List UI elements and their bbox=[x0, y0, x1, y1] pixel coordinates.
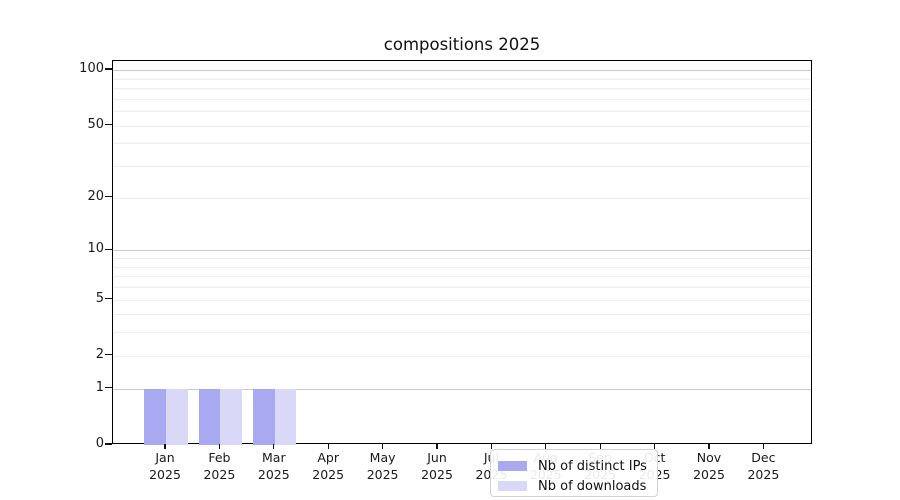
minor-gridline bbox=[113, 88, 811, 89]
minor-gridline bbox=[113, 286, 811, 288]
x-tick-label: May 2025 bbox=[366, 450, 399, 482]
x-tick-label: Nov 2025 bbox=[693, 450, 725, 482]
x-tick-mark bbox=[762, 444, 765, 449]
major-gridline bbox=[113, 388, 811, 390]
x-tick-label: Jun 2025 bbox=[421, 450, 453, 482]
x-tick-mark bbox=[545, 444, 547, 449]
y-tick-label: 100 bbox=[79, 61, 104, 77]
x-tick-label: Mar 2025 bbox=[257, 450, 290, 482]
x-tick-mark bbox=[490, 444, 493, 449]
legend: Nb of distinct IPs Nb of downloads bbox=[490, 449, 658, 497]
x-tick-mark bbox=[164, 444, 166, 449]
y-tick-mark bbox=[105, 297, 112, 300]
minor-gridline bbox=[113, 125, 811, 127]
legend-label-distinct-ips: Nb of distinct IPs bbox=[538, 458, 647, 474]
minor-gridline bbox=[113, 166, 811, 168]
y-tick-label: 50 bbox=[87, 116, 104, 132]
legend-swatch-downloads bbox=[498, 481, 527, 491]
minor-gridline bbox=[113, 276, 811, 278]
legend-swatch-distinct-ips bbox=[498, 461, 527, 471]
y-tick-mark bbox=[105, 68, 112, 70]
legend-item-distinct-ips: Nb of distinct IPs bbox=[498, 456, 649, 476]
bar-downloads bbox=[220, 388, 242, 445]
y-tick-mark bbox=[105, 248, 112, 250]
y-tick-label: 1 bbox=[95, 379, 104, 395]
minor-gridline bbox=[113, 266, 811, 268]
bar-downloads bbox=[166, 388, 188, 445]
x-tick-mark bbox=[599, 444, 601, 449]
bar-downloads bbox=[274, 388, 297, 445]
y-tick-mark bbox=[105, 443, 112, 445]
legend-item-downloads: Nb of downloads bbox=[498, 476, 649, 496]
minor-gridline bbox=[113, 78, 811, 80]
x-tick-label: Dec 2025 bbox=[747, 450, 780, 482]
y-tick-mark bbox=[105, 123, 112, 126]
bar-distinct-ips bbox=[198, 388, 221, 445]
minor-gridline bbox=[113, 197, 811, 199]
x-tick-mark bbox=[436, 444, 438, 449]
minor-gridline bbox=[113, 143, 811, 145]
x-tick-label: Apr 2025 bbox=[312, 450, 345, 482]
bar-distinct-ips bbox=[144, 388, 166, 445]
y-tick-label: 0 bbox=[95, 436, 104, 451]
minor-gridline bbox=[113, 332, 811, 334]
y-tick-label: 5 bbox=[95, 290, 104, 306]
y-tick-label: 20 bbox=[87, 188, 104, 204]
y-tick-mark bbox=[105, 196, 112, 198]
legend-label-downloads: Nb of downloads bbox=[538, 478, 647, 494]
x-tick-label: Jan 2025 bbox=[149, 450, 181, 482]
x-tick-mark bbox=[327, 444, 329, 449]
y-tick-label: 10 bbox=[87, 241, 104, 257]
x-tick-label: Feb 2025 bbox=[203, 450, 236, 482]
minor-gridline bbox=[113, 314, 811, 316]
bar-distinct-ips bbox=[253, 388, 275, 445]
y-tick-mark bbox=[105, 354, 112, 356]
plot-area: Nb of distinct IPs Nb of downloads bbox=[112, 60, 812, 497]
y-tick-label: 2 bbox=[95, 346, 104, 362]
minor-gridline bbox=[113, 98, 811, 100]
minor-gridline bbox=[113, 299, 811, 301]
minor-gridline bbox=[113, 258, 811, 259]
minor-gridline bbox=[113, 355, 811, 357]
x-tick-mark bbox=[218, 444, 221, 449]
y-tick-mark bbox=[105, 387, 112, 389]
major-gridline bbox=[113, 250, 811, 252]
major-gridline bbox=[113, 70, 811, 72]
chart-title: compositions 2025 bbox=[383, 35, 541, 54]
x-tick-mark bbox=[653, 444, 656, 449]
minor-gridline bbox=[113, 111, 811, 113]
x-tick-mark bbox=[273, 444, 275, 449]
x-tick-mark bbox=[381, 444, 384, 449]
x-tick-mark bbox=[708, 444, 710, 449]
